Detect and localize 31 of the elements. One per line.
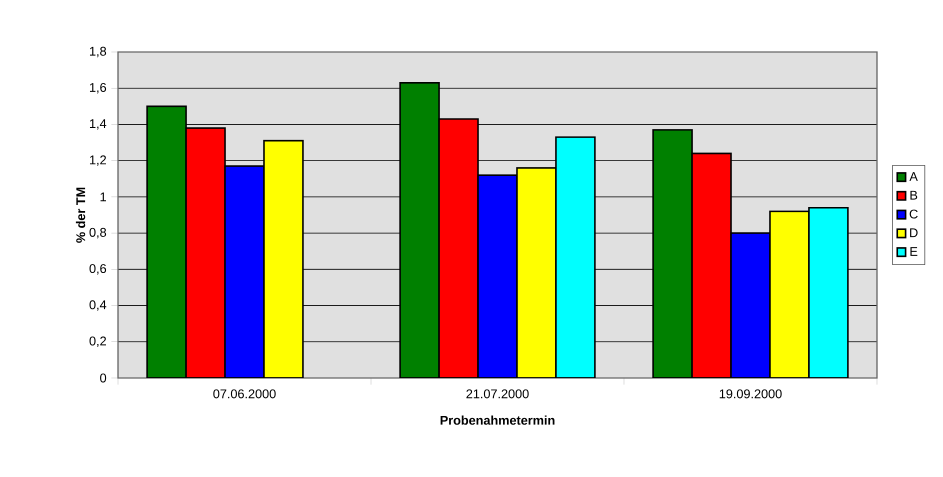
y-tick-label: 1,2 — [90, 155, 106, 166]
y-tick-label: 1,8 — [90, 46, 106, 58]
bar — [555, 136, 596, 378]
legend-label: B — [910, 190, 918, 200]
legend-label: C — [910, 210, 918, 219]
bar — [438, 118, 479, 378]
bar — [263, 140, 304, 378]
y-tick-label: 0 — [100, 374, 106, 382]
x-tick-label: 07.06.2000 — [213, 389, 276, 398]
y-tick-label: 0,8 — [90, 228, 106, 238]
legend-label: E — [910, 247, 918, 256]
y-tick-label: 0,6 — [90, 264, 106, 275]
bar — [769, 210, 810, 378]
y-axis-title: % der TM — [76, 188, 86, 243]
y-tick-label: 0,4 — [90, 300, 106, 311]
bar — [516, 167, 557, 378]
bar — [477, 174, 518, 378]
y-tick-label: 1,4 — [90, 119, 106, 130]
bar — [808, 206, 849, 378]
bar — [691, 152, 732, 378]
x-axis-title: Probenahmetermin — [440, 415, 554, 425]
x-tick-label: 19.09.2000 — [720, 389, 782, 398]
bar — [224, 165, 265, 378]
y-tick-label: 0,2 — [90, 336, 106, 348]
bar — [185, 127, 226, 378]
y-tick-label: 1,6 — [90, 82, 106, 94]
y-tick-label: 1 — [100, 192, 106, 202]
x-tick-label: 21.07.2000 — [466, 389, 529, 398]
legend-label: A — [909, 172, 918, 181]
legend-label: D — [910, 228, 918, 238]
bar — [730, 232, 771, 378]
